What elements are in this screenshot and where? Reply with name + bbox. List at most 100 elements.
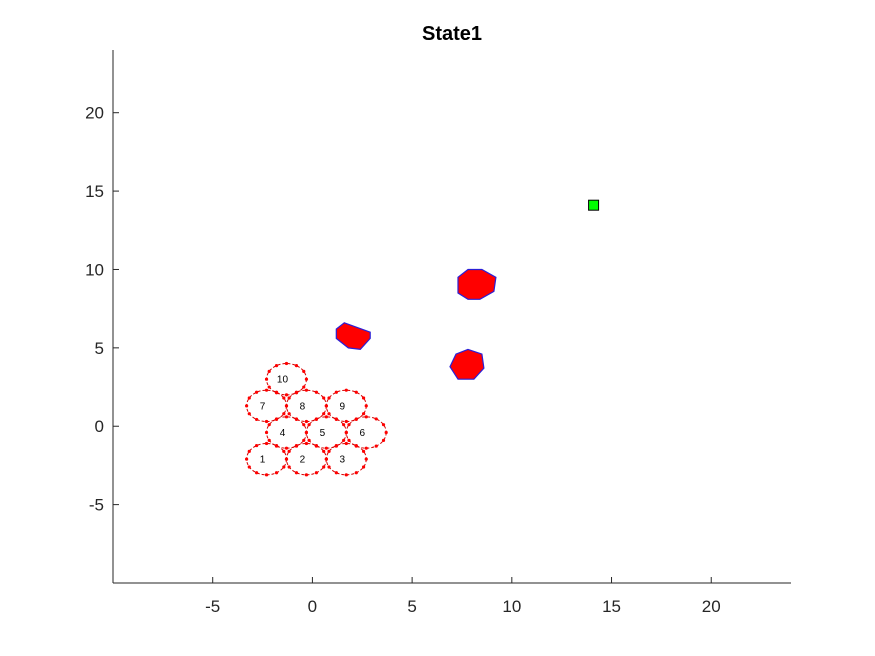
agent-marker bbox=[287, 465, 291, 469]
agent-marker bbox=[284, 457, 289, 461]
agent-marker bbox=[282, 412, 286, 416]
agent-marker bbox=[374, 417, 378, 421]
agent-marker bbox=[284, 361, 289, 366]
agent-marker bbox=[354, 417, 358, 422]
agent-marker bbox=[254, 471, 259, 475]
agent-marker bbox=[287, 412, 291, 416]
agent-marker bbox=[274, 471, 279, 475]
agent-circle bbox=[325, 442, 367, 476]
agent-marker bbox=[344, 441, 348, 446]
agent-label: 2 bbox=[300, 455, 306, 466]
agent-marker bbox=[294, 364, 299, 368]
agent-marker bbox=[327, 412, 331, 416]
agent-marker bbox=[344, 419, 348, 424]
agent-marker bbox=[274, 444, 279, 448]
agent-marker bbox=[314, 471, 318, 475]
agent-marker bbox=[354, 390, 358, 394]
agent-marker bbox=[247, 396, 251, 400]
agent-marker bbox=[274, 364, 279, 368]
agent-marker bbox=[284, 404, 289, 408]
agent-marker bbox=[314, 444, 318, 448]
agent-label: 10 bbox=[277, 375, 289, 386]
y-tick-label: 10 bbox=[85, 260, 104, 279]
agent-marker bbox=[282, 449, 286, 453]
agent-marker bbox=[327, 465, 331, 469]
agent-marker bbox=[381, 438, 386, 442]
chart-title: State1 bbox=[422, 23, 482, 45]
agent-circle bbox=[266, 416, 307, 449]
agent-marker bbox=[294, 391, 299, 395]
agent-marker bbox=[334, 390, 338, 394]
agent-marker bbox=[254, 417, 259, 422]
agent-marker bbox=[304, 473, 309, 477]
y-tick-label: -5 bbox=[89, 496, 104, 515]
agent-marker bbox=[347, 438, 351, 442]
agent-circle bbox=[345, 416, 387, 449]
agent-circle bbox=[305, 416, 347, 449]
agent-marker bbox=[267, 369, 271, 373]
agent-marker bbox=[324, 415, 328, 419]
agent-label: 4 bbox=[280, 428, 286, 439]
agent-marker bbox=[274, 417, 279, 422]
agent-marker bbox=[364, 457, 368, 461]
agent-circle bbox=[285, 442, 327, 476]
agent-circle bbox=[285, 389, 327, 423]
agent-label: 8 bbox=[300, 401, 306, 412]
agent-marker bbox=[304, 430, 309, 435]
goal-marker bbox=[588, 199, 600, 211]
agent-marker bbox=[334, 417, 338, 422]
agent-marker bbox=[334, 471, 338, 475]
obstacle-polygon bbox=[457, 268, 497, 300]
agent-marker bbox=[304, 388, 309, 392]
agent-label: 5 bbox=[320, 428, 326, 439]
goal-layer bbox=[588, 199, 600, 211]
agent-marker bbox=[294, 444, 299, 448]
agent-marker bbox=[361, 449, 366, 453]
x-tick-label: -5 bbox=[205, 597, 220, 616]
agent-marker bbox=[322, 396, 326, 400]
agent-marker bbox=[364, 415, 368, 419]
agent-marker bbox=[354, 444, 358, 448]
agent-marker bbox=[287, 396, 291, 400]
agent-marker bbox=[384, 430, 388, 435]
agent-marker bbox=[302, 423, 306, 427]
agent-marker bbox=[361, 465, 366, 469]
agent-label: 6 bbox=[359, 428, 365, 439]
agent-marker bbox=[364, 404, 368, 408]
agent-marker bbox=[347, 423, 351, 427]
agent-marker bbox=[327, 396, 331, 400]
agent-marker bbox=[254, 443, 259, 448]
agent-marker bbox=[314, 417, 318, 422]
y-tick-label: 20 bbox=[85, 104, 104, 123]
agent-label: 3 bbox=[340, 455, 346, 466]
agent-label: 7 bbox=[260, 401, 266, 412]
agent-marker bbox=[247, 449, 251, 453]
y-tick-label: 5 bbox=[95, 339, 104, 358]
agent-marker bbox=[304, 419, 309, 424]
agent-marker bbox=[342, 438, 346, 442]
agent-marker bbox=[327, 449, 331, 453]
obstacle-polygon bbox=[449, 348, 485, 380]
agent-label: 9 bbox=[340, 401, 346, 412]
y-tick-label: 0 bbox=[95, 417, 104, 436]
agents-layer: 1 2 3 4 5 6 7 8 9 10 bbox=[245, 361, 388, 477]
agent-marker bbox=[302, 438, 306, 442]
agent-marker bbox=[361, 412, 366, 416]
agent-marker bbox=[294, 471, 299, 475]
agent-marker bbox=[322, 465, 326, 469]
agent-marker bbox=[344, 430, 348, 435]
agent-marker bbox=[322, 412, 326, 416]
agent-marker bbox=[264, 441, 269, 446]
agent-marker bbox=[264, 430, 269, 435]
agent-marker bbox=[307, 423, 311, 427]
agent-marker bbox=[267, 423, 271, 427]
agent-marker bbox=[247, 465, 251, 469]
agent-marker bbox=[267, 385, 271, 389]
agent-marker bbox=[354, 471, 358, 475]
agent-marker bbox=[284, 446, 289, 450]
agent-marker bbox=[324, 404, 328, 408]
agent-marker bbox=[284, 415, 289, 419]
x-tick-label: 15 bbox=[602, 597, 621, 616]
agent-marker bbox=[314, 390, 318, 394]
